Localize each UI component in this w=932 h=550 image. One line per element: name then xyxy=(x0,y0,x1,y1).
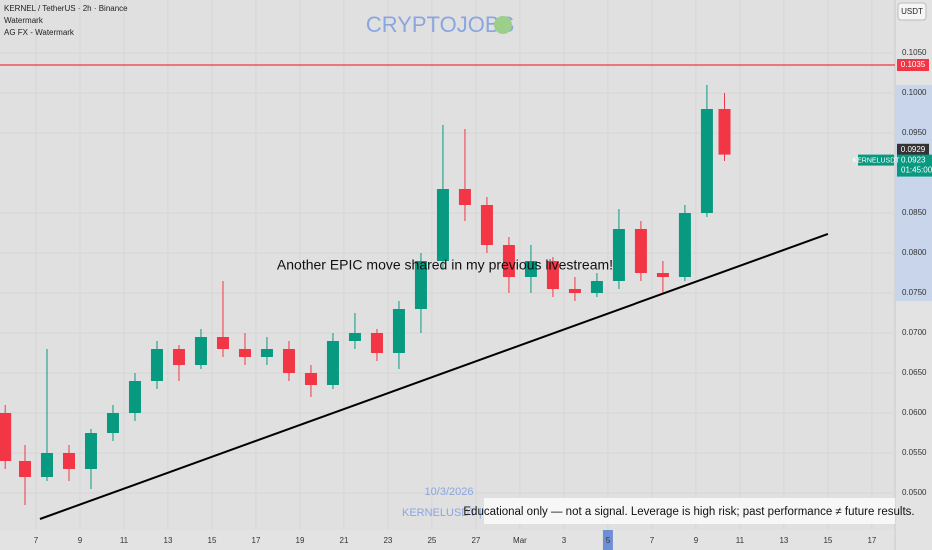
x-tick-label: 11 xyxy=(736,536,745,545)
x-tick-label: 11 xyxy=(120,536,129,545)
y-tick-label: 0.0800 xyxy=(902,248,927,257)
disclaimer-box xyxy=(484,498,895,524)
candle-body xyxy=(392,309,405,353)
x-tick-label: 17 xyxy=(867,536,876,545)
annotation: Another EPIC move shared in my previous … xyxy=(277,257,613,273)
y-tick-label: 0.0550 xyxy=(902,448,927,457)
candle-body xyxy=(0,413,12,461)
candle-body xyxy=(304,373,317,385)
plot-area xyxy=(0,64,932,520)
symbol-title: KERNEL / TetherUS · 2h · Binance xyxy=(4,4,128,13)
x-tick-label: 7 xyxy=(34,536,39,545)
y-tick-label: 0.1050 xyxy=(902,48,927,57)
candle-body xyxy=(458,189,471,205)
x-tick-label: 23 xyxy=(383,536,392,545)
candle-body xyxy=(40,453,53,477)
candle-body xyxy=(370,333,383,353)
x-tick-label: 13 xyxy=(779,536,788,545)
last-price-label: 0.0923 xyxy=(901,156,926,165)
indicator-label: Watermark xyxy=(4,16,44,25)
price-tag-label: 0.1035 xyxy=(901,60,926,69)
candle-body xyxy=(590,281,603,293)
x-tick-label: 21 xyxy=(340,536,349,545)
candle-body xyxy=(612,229,625,281)
candle-body xyxy=(656,273,669,277)
candle-body xyxy=(348,333,361,341)
price-tag xyxy=(897,59,929,71)
candle-body xyxy=(84,433,97,469)
y-tick-label: 0.0750 xyxy=(902,288,927,297)
x-tick-label: Mar xyxy=(513,536,527,545)
candle-body xyxy=(106,413,119,433)
x-tick-label: 25 xyxy=(427,536,436,545)
disclaimer: Educational only — not a signal. Leverag… xyxy=(463,506,914,518)
x-tick-label: 15 xyxy=(208,536,217,545)
x-tick-label: 17 xyxy=(252,536,261,545)
candle-body xyxy=(436,189,449,261)
candle-body xyxy=(216,337,229,349)
y-tick-label: 0.0850 xyxy=(902,208,927,217)
candle-body xyxy=(128,381,141,413)
candle-body xyxy=(62,453,75,469)
watermark-date: 10/3/2026 xyxy=(425,486,474,498)
candle-body xyxy=(568,289,581,293)
candle-body xyxy=(260,349,273,357)
indicator-label: AG FX - Watermark xyxy=(4,28,75,37)
candle-body xyxy=(326,341,339,385)
price-tag-label: 0.0929 xyxy=(901,145,926,154)
x-tick-label: 19 xyxy=(296,536,305,545)
candle-body xyxy=(414,261,427,309)
price-tag xyxy=(897,143,929,156)
candle-body xyxy=(194,337,207,365)
x-tick-label: 27 xyxy=(471,536,480,545)
y-tick-label: 0.0950 xyxy=(902,128,927,137)
candle-body xyxy=(18,461,31,477)
candle-body xyxy=(718,109,731,155)
currency-button[interactable] xyxy=(897,2,927,21)
y-tick-label: 0.1000 xyxy=(902,88,927,97)
x-tick-label: 9 xyxy=(78,536,83,545)
time-axis xyxy=(0,530,932,550)
last-price-tag xyxy=(897,154,932,177)
watermark-icon xyxy=(494,16,512,34)
candle-body xyxy=(546,261,559,289)
candle-body xyxy=(634,229,647,273)
candle-body xyxy=(172,349,185,365)
symbol-tag xyxy=(858,154,894,166)
price-range-highlight xyxy=(895,85,932,301)
watermark-symbol: KERNELUSDT | 12 xyxy=(402,507,497,519)
candle-body xyxy=(480,205,493,245)
x-tick-label: 7 xyxy=(650,536,655,545)
watermark: CRYPTOJOBS xyxy=(366,12,514,37)
candle-body xyxy=(700,109,713,213)
candle-body xyxy=(524,261,537,277)
crosshair-x-highlight xyxy=(602,530,613,550)
y-tick-label: 0.0700 xyxy=(902,328,927,337)
trend-line xyxy=(39,233,829,520)
y-tick-label: 0.0650 xyxy=(902,368,927,377)
countdown-label: 01:45:00 xyxy=(901,166,932,175)
y-tick-label: 0.0500 xyxy=(902,488,927,497)
candle-body xyxy=(150,349,163,381)
x-tick-label: 13 xyxy=(164,536,173,545)
candle-body xyxy=(282,349,295,373)
x-tick-label: 3 xyxy=(562,536,567,545)
x-tick-label: 15 xyxy=(823,536,832,545)
y-tick-label: 0.0600 xyxy=(902,408,927,417)
currency-label: USDT xyxy=(901,7,923,16)
candle-body xyxy=(502,245,515,277)
x-tick-label: 9 xyxy=(694,536,699,545)
x-tick-label: 5 xyxy=(606,536,611,545)
candle-body xyxy=(678,213,691,277)
candle-body xyxy=(238,349,251,357)
symbol-tag-label: KERNELUSDT xyxy=(852,157,900,164)
